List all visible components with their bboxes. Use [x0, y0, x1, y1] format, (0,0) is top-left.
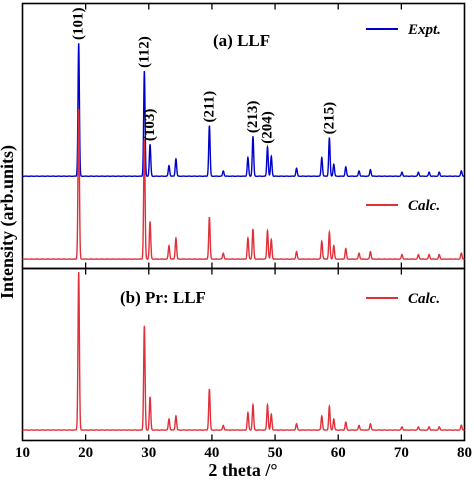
- peak-label-213: (213): [245, 101, 261, 134]
- x-tick-label-70: 70: [394, 445, 409, 461]
- panel-b-title: (b) Pr: LLF: [120, 288, 206, 307]
- legend-calc-b-label: Calc.: [408, 291, 440, 307]
- legend-expt-label: Expt.: [407, 22, 441, 38]
- x-tick-label-20: 20: [78, 445, 93, 461]
- panel-a-title: (a) LLF: [213, 31, 270, 50]
- series-line-a-calc: [22, 109, 465, 260]
- peak-label-211: (211): [201, 91, 217, 123]
- x-tick-label-60: 60: [331, 445, 346, 461]
- traces-layer: [22, 43, 465, 431]
- x-tick-label-50: 50: [268, 445, 283, 461]
- legend-calc-a-label: Calc.: [408, 198, 440, 214]
- panel-b-frame: [21, 267, 466, 442]
- peak-label-103: (103): [142, 109, 158, 142]
- peak-label-112: (112): [136, 36, 152, 68]
- peak-label-215: (215): [321, 102, 337, 135]
- peak-label-101: (101): [71, 8, 87, 41]
- x-ticks-layer: 10 20 30 40 50 60 70 80: [15, 3, 472, 461]
- x-tick-label-40: 40: [204, 445, 219, 461]
- series-line-b-calc: [22, 272, 465, 431]
- x-tick-label-80: 80: [457, 445, 472, 461]
- annotations-layer: (101) (112) (103) (211) (213)(204) (215): [71, 8, 338, 144]
- y-axis-label: Intensity (arb.units): [0, 145, 18, 299]
- series-line-a-expt: [22, 43, 465, 178]
- x-tick-label-10: 10: [15, 445, 30, 461]
- x-axis-label: 2 theta /°: [208, 460, 277, 480]
- x-tick-label-30: 30: [141, 445, 156, 461]
- peak-label-204: (204): [260, 111, 276, 144]
